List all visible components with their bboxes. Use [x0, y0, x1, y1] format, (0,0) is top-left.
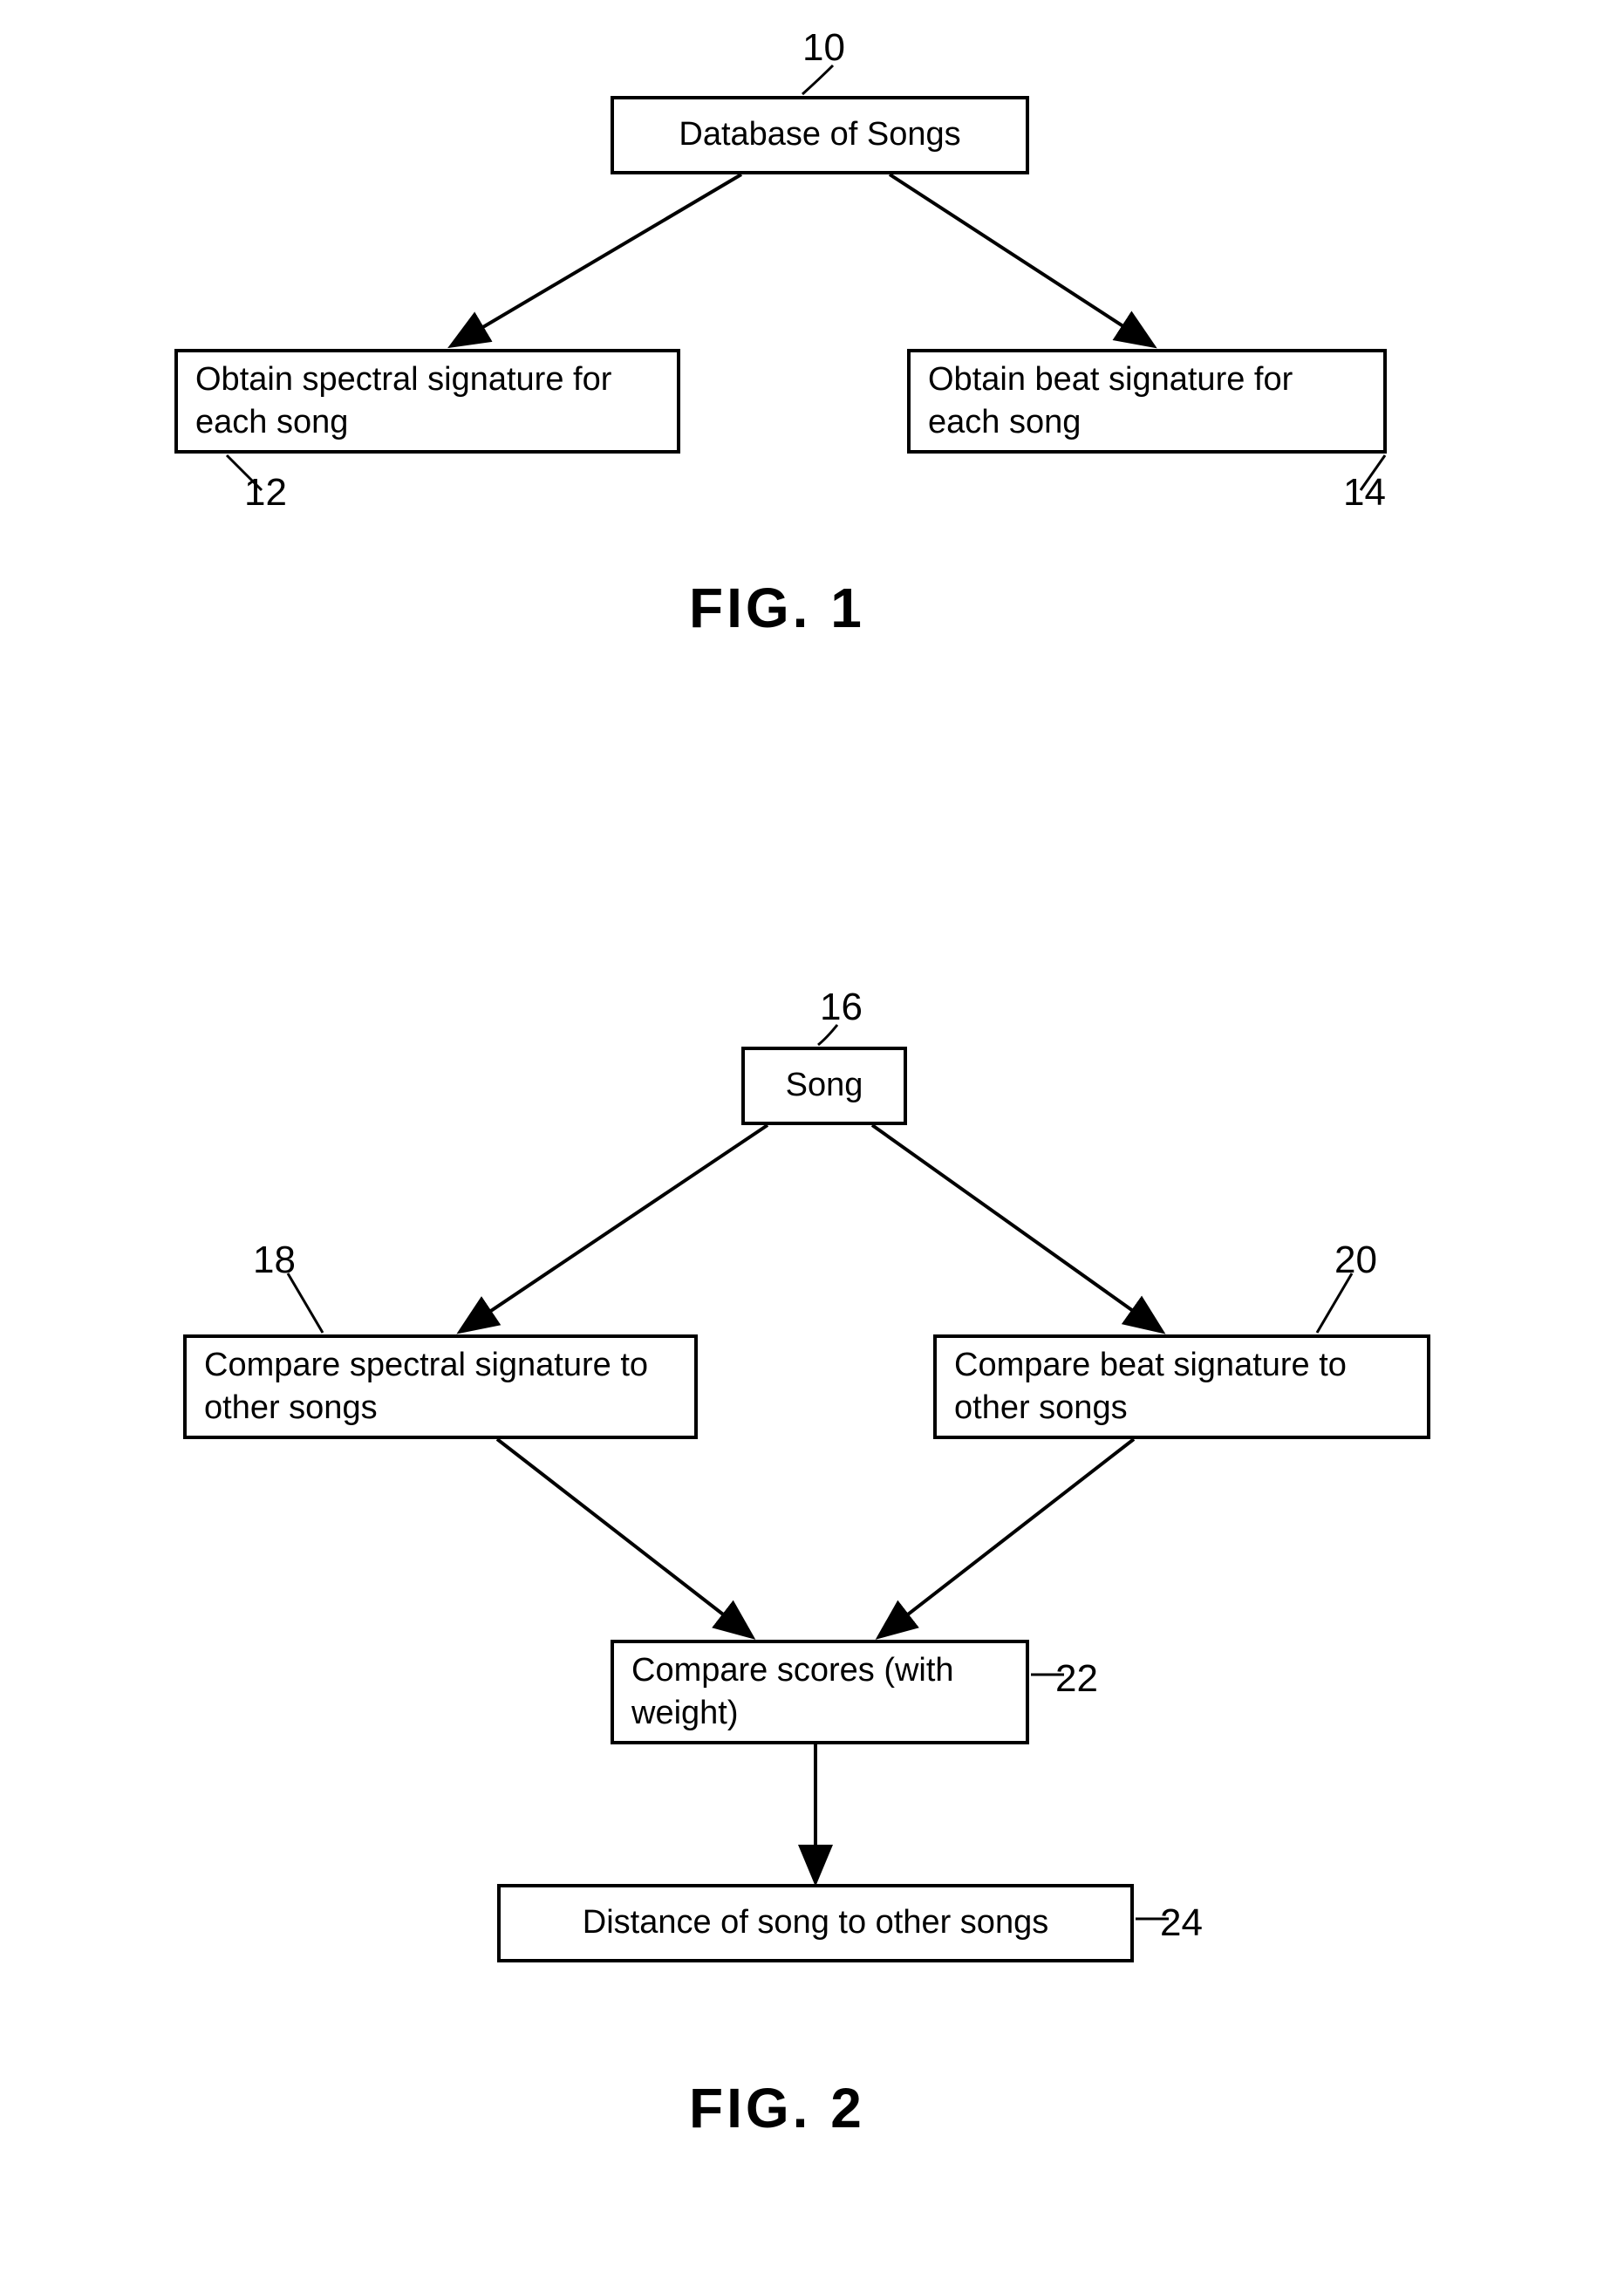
fig1-spectral-box: Obtain spectral signature for each song	[174, 349, 680, 454]
arrow-spectral-to-scores	[497, 1439, 750, 1635]
fig1-beat-ref: 14	[1343, 471, 1386, 515]
fig1-spectral-ref: 12	[244, 471, 287, 515]
fig1-db-box: Database of Songs	[611, 96, 1029, 174]
arrow-song-to-beat	[872, 1125, 1160, 1330]
fig2-distance-box: Distance of song to other songs	[497, 1884, 1134, 1962]
fig1-spectral-text: Obtain spectral signature for each song	[195, 358, 659, 445]
fig2-scores-text: Compare scores (with weight)	[631, 1649, 1008, 1736]
arrow-db-to-beat	[890, 174, 1151, 345]
fig2-distance-ref: 24	[1160, 1901, 1203, 1945]
leader-20	[1317, 1273, 1352, 1333]
fig1-db-text: Database of Songs	[679, 113, 960, 156]
arrow-db-to-spectral	[454, 174, 741, 345]
fig1-beat-text: Obtain beat signature for each song	[928, 358, 1366, 445]
leader-18	[288, 1273, 323, 1333]
fig1-label: FIG. 1	[689, 576, 865, 640]
fig2-spectral-text: Compare spectral signature to other song…	[204, 1344, 677, 1430]
fig2-scores-box: Compare scores (with weight)	[611, 1640, 1029, 1744]
fig2-scores-ref: 22	[1055, 1657, 1098, 1701]
fig2-beat-ref: 20	[1334, 1239, 1377, 1282]
fig2-spectral-ref: 18	[253, 1239, 296, 1282]
arrow-song-to-spectral	[462, 1125, 768, 1330]
fig2-song-ref: 16	[820, 986, 863, 1029]
fig2-spectral-box: Compare spectral signature to other song…	[183, 1334, 698, 1439]
fig1-db-ref: 10	[802, 26, 845, 70]
fig2-beat-box: Compare beat signature to other songs	[933, 1334, 1430, 1439]
fig2-label: FIG. 2	[689, 2076, 865, 2140]
fig2-song-box: Song	[741, 1047, 907, 1125]
arrow-beat-to-scores	[881, 1439, 1134, 1635]
fig1-beat-box: Obtain beat signature for each song	[907, 349, 1387, 454]
fig2-distance-text: Distance of song to other songs	[583, 1901, 1048, 1944]
fig2-beat-text: Compare beat signature to other songs	[954, 1344, 1409, 1430]
fig2-song-text: Song	[786, 1064, 863, 1107]
